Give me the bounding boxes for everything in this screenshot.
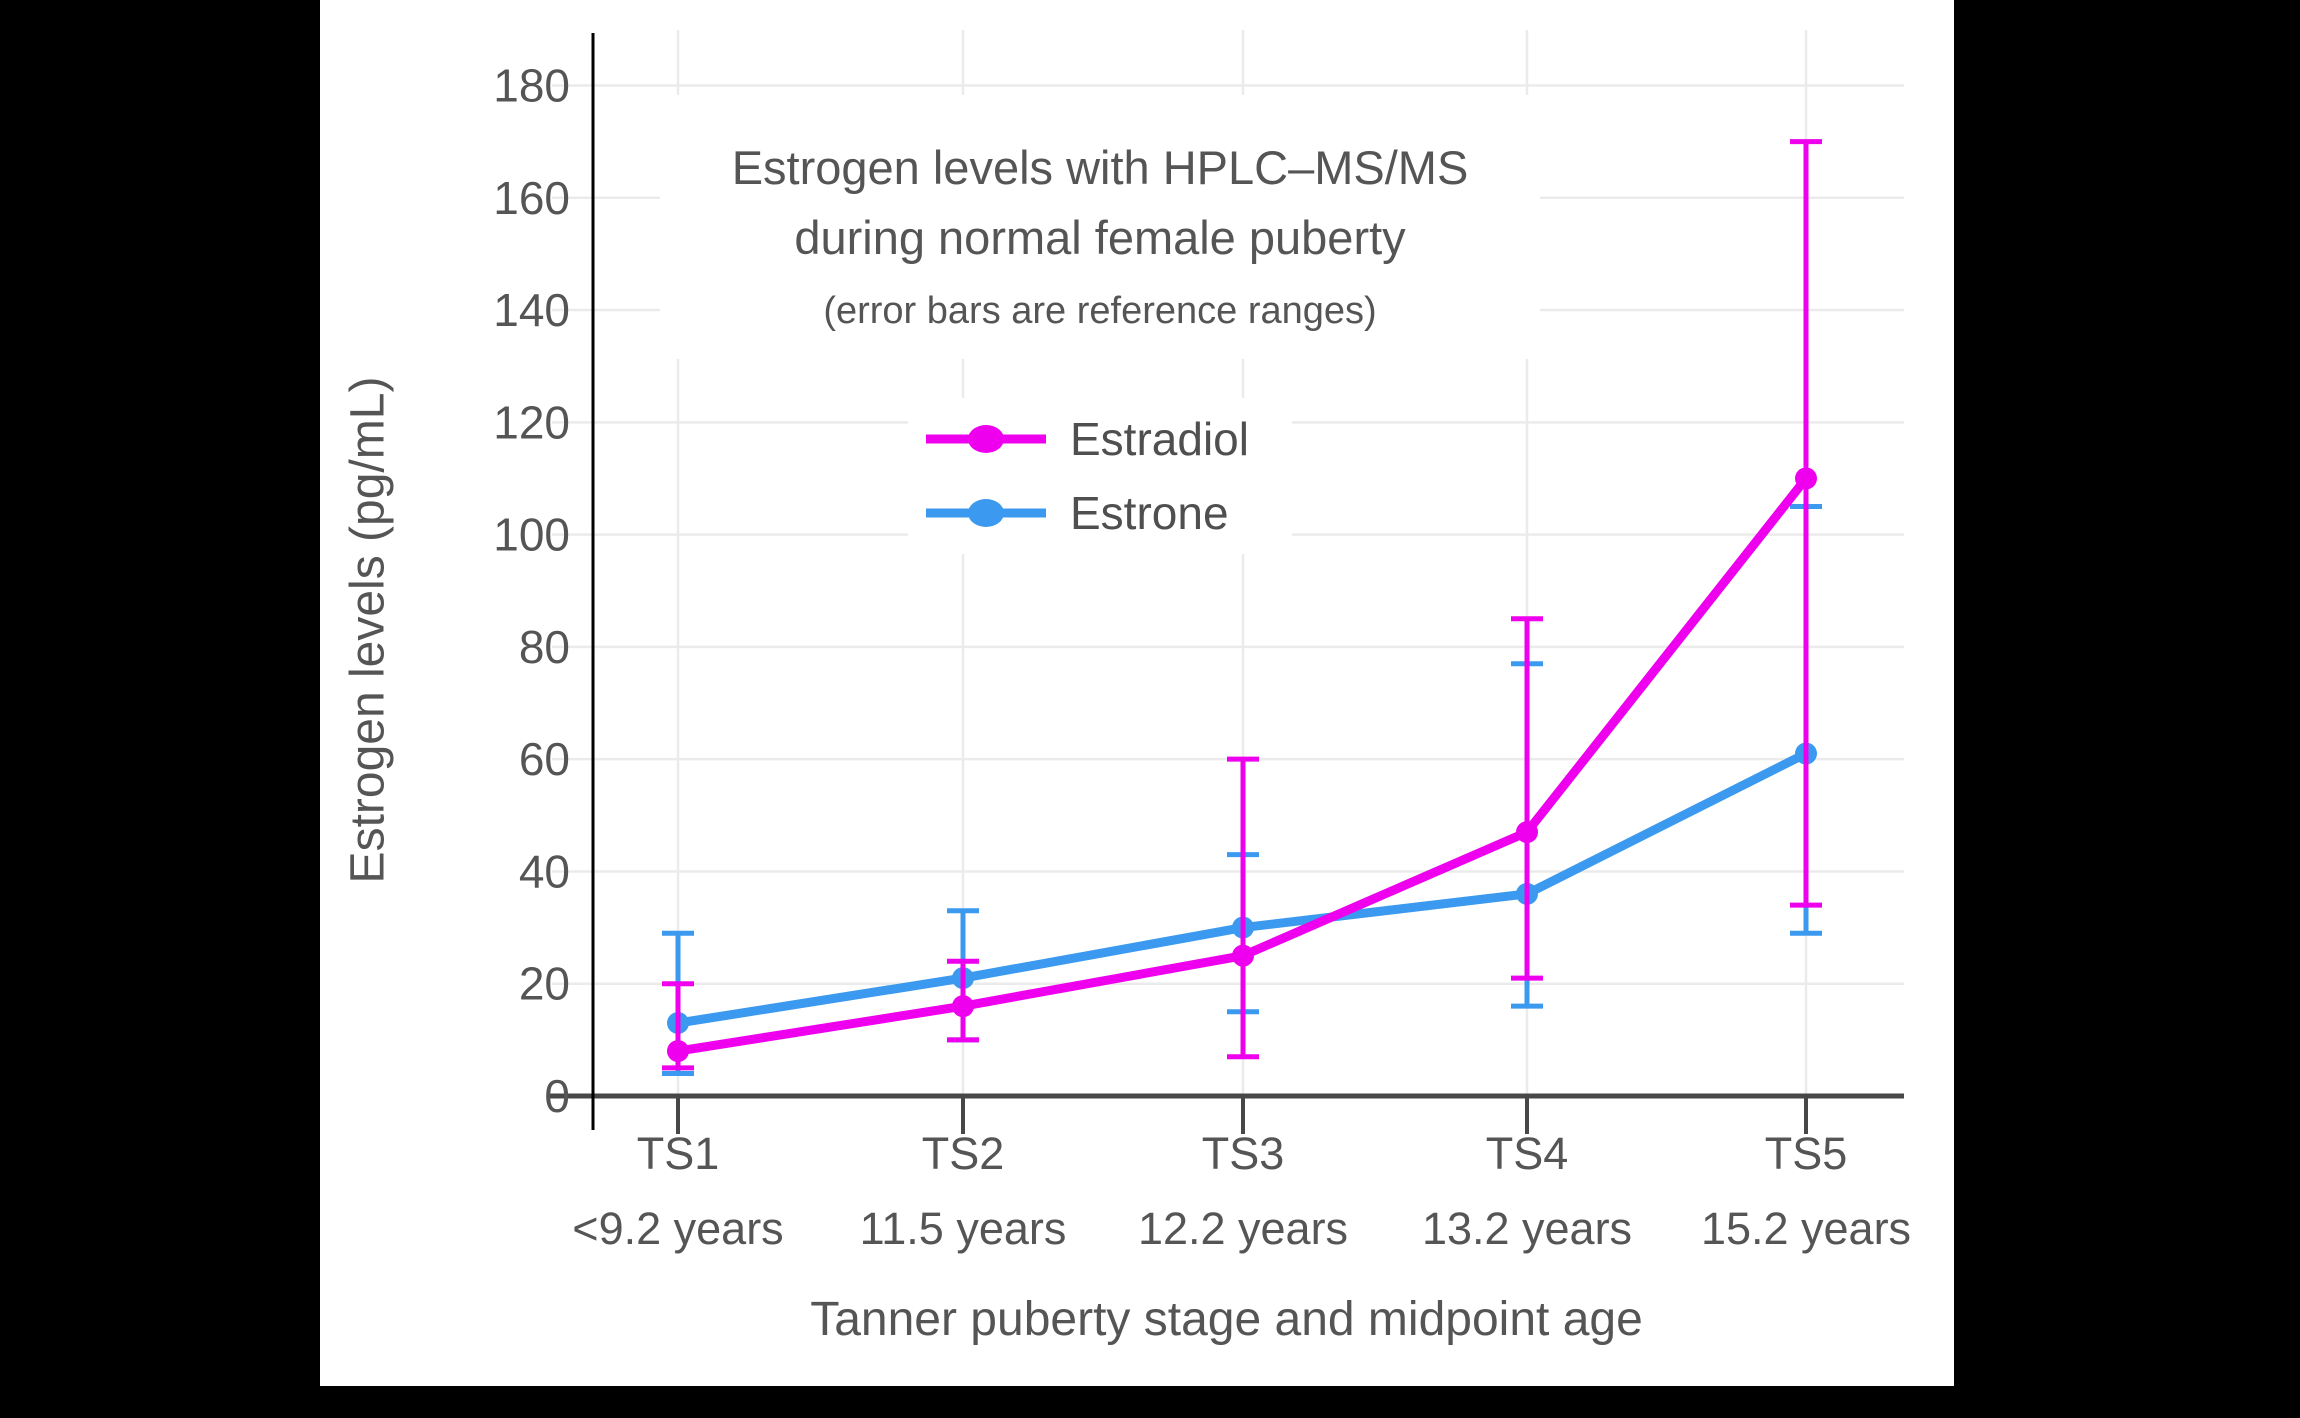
x-age-label: 13.2 years <box>1422 1203 1632 1254</box>
data-point <box>667 1040 689 1063</box>
chart-title-box: Estrogen levels with HPLC–MS/MS during n… <box>660 95 1540 359</box>
estradiol-line-marker-icon <box>926 425 1046 453</box>
x-age-label: 15.2 years <box>1701 1203 1911 1254</box>
x-tick-label: TS5 <box>1765 1128 1848 1179</box>
data-point <box>1795 467 1817 490</box>
legend-label-estradiol: Estradiol <box>1070 413 1249 465</box>
chart-title-line2: during normal female puberty <box>794 211 1406 264</box>
x-age-label: <9.2 years <box>572 1203 783 1254</box>
y-tick-label: 120 <box>493 396 570 448</box>
legend-item-estradiol: Estradiol <box>908 402 1292 476</box>
legend: Estradiol Estrone <box>908 398 1292 554</box>
data-point <box>1232 944 1254 967</box>
y-tick-label: 60 <box>519 733 570 785</box>
data-point <box>952 995 974 1018</box>
y-axis-title: Estrogen levels (pg/mL) <box>341 376 395 884</box>
x-age-label: 12.2 years <box>1138 1203 1348 1254</box>
x-tick-label: TS4 <box>1486 1128 1569 1179</box>
x-tick-label: TS3 <box>1202 1128 1285 1179</box>
x-tick-label: TS2 <box>922 1128 1005 1179</box>
legend-label-estrone: Estrone <box>1070 487 1229 539</box>
y-tick-label: 140 <box>493 284 570 336</box>
estrone-line-marker-icon <box>926 499 1046 527</box>
x-axis-title: Tanner puberty stage and midpoint age <box>810 1293 1643 1346</box>
chart-panel: 0 20 40 60 80 100 120 140 160 180 TS1 <9.2 years TS2… <box>320 0 1954 1386</box>
y-tick-label: 40 <box>519 845 570 897</box>
y-tick-label: 100 <box>493 509 570 561</box>
y-tick-label: 180 <box>493 59 570 111</box>
legend-item-estrone: Estrone <box>908 476 1292 550</box>
y-tick-label: 0 <box>544 1070 570 1122</box>
x-tick-label: TS1 <box>637 1128 720 1179</box>
y-tick-label: 80 <box>519 621 570 673</box>
chart-title: Estrogen levels with HPLC–MS/MS <box>731 141 1469 194</box>
data-point <box>1516 821 1538 844</box>
x-age-label: 11.5 years <box>860 1203 1067 1254</box>
y-tick-label: 20 <box>519 958 570 1010</box>
chart-subtitle: (error bars are reference ranges) <box>823 290 1377 332</box>
y-tick-label: 160 <box>493 172 570 224</box>
